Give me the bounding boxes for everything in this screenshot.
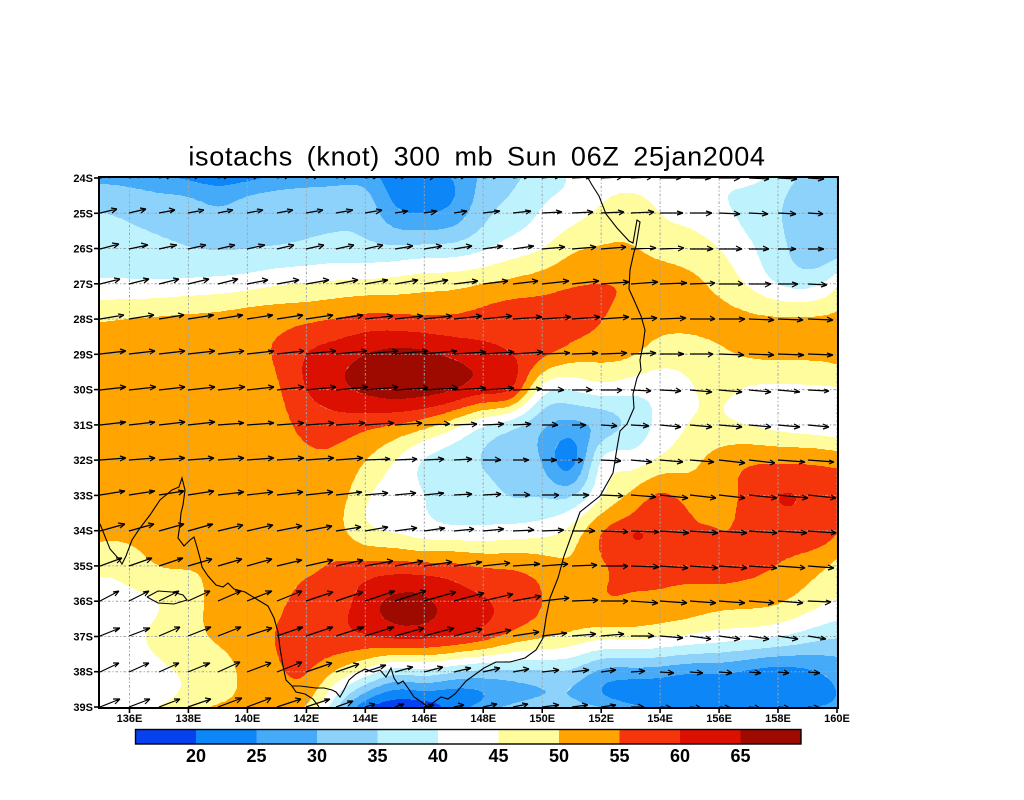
svg-text:30: 30 — [307, 746, 327, 766]
svg-text:31S: 31S — [73, 420, 93, 432]
svg-text:148E: 148E — [470, 713, 496, 725]
svg-text:25S: 25S — [73, 208, 93, 220]
svg-text:144E: 144E — [352, 713, 378, 725]
svg-text:39S: 39S — [73, 702, 93, 714]
svg-text:50: 50 — [549, 746, 569, 766]
svg-text:158E: 158E — [765, 713, 791, 725]
svg-text:138E: 138E — [176, 713, 202, 725]
svg-text:60: 60 — [670, 746, 690, 766]
svg-text:37S: 37S — [73, 632, 93, 644]
svg-text:20: 20 — [186, 746, 206, 766]
svg-text:25: 25 — [246, 746, 266, 766]
svg-text:26S: 26S — [73, 244, 93, 256]
svg-text:27S: 27S — [73, 279, 93, 291]
svg-text:65: 65 — [730, 746, 750, 766]
svg-text:isotachs (knot) 300 mb Sun 06Z: isotachs (knot) 300 mb Sun 06Z 25jan2004 — [188, 142, 765, 172]
svg-text:38S: 38S — [73, 667, 93, 679]
svg-text:140E: 140E — [235, 713, 261, 725]
svg-text:33S: 33S — [73, 490, 93, 502]
svg-text:24S: 24S — [73, 173, 93, 185]
svg-text:160E: 160E — [824, 713, 850, 725]
svg-text:45: 45 — [488, 746, 508, 766]
svg-text:34S: 34S — [73, 526, 93, 538]
svg-text:152E: 152E — [588, 713, 614, 725]
svg-text:154E: 154E — [647, 713, 673, 725]
svg-text:150E: 150E — [529, 713, 555, 725]
svg-text:32S: 32S — [73, 455, 93, 467]
svg-text:35S: 35S — [73, 561, 93, 573]
svg-text:30S: 30S — [73, 385, 93, 397]
svg-text:156E: 156E — [706, 713, 732, 725]
svg-text:35: 35 — [367, 746, 387, 766]
svg-text:36S: 36S — [73, 596, 93, 608]
svg-text:29S: 29S — [73, 349, 93, 361]
svg-text:142E: 142E — [294, 713, 320, 725]
svg-text:55: 55 — [609, 746, 629, 766]
svg-text:28S: 28S — [73, 314, 93, 326]
svg-text:40: 40 — [428, 746, 448, 766]
svg-text:146E: 146E — [411, 713, 437, 725]
svg-text:136E: 136E — [117, 713, 143, 725]
